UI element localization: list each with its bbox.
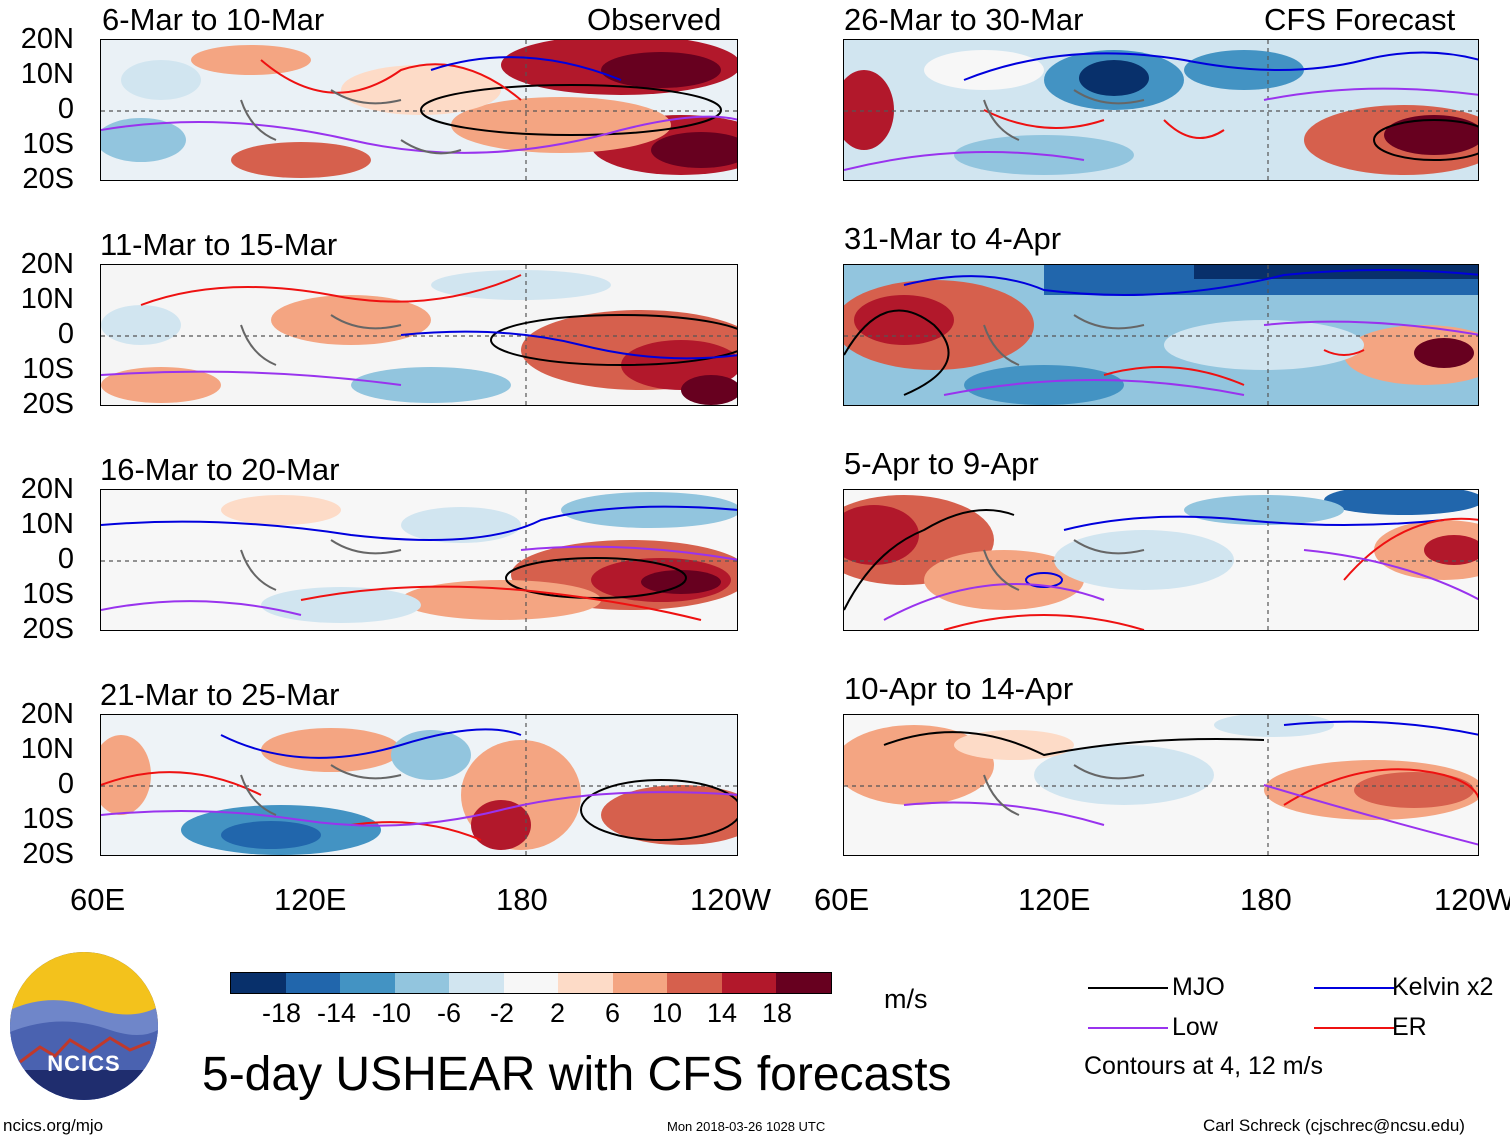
panel-title-7: 5-Apr to 9-Apr <box>844 446 1039 481</box>
lon-label-right-3: 180 <box>1240 882 1292 917</box>
map-panel-4 <box>100 714 738 856</box>
colorbar-swatch <box>449 973 504 993</box>
map-panel-5 <box>843 39 1479 181</box>
footer-url[interactable]: ncics.org/mjo <box>3 1116 104 1135</box>
colorbar-label: -14 <box>317 998 357 1028</box>
colorbar-swatch <box>285 973 341 993</box>
logo-text: NCICS <box>47 1051 121 1076</box>
lat-label: 0 <box>57 768 74 800</box>
lon-label-right-4: 120W <box>1434 882 1510 917</box>
lat-label: 0 <box>57 93 74 125</box>
lon-label-left-3: 180 <box>496 882 548 917</box>
colorbar-label: 6 <box>605 998 621 1028</box>
ncics-logo: NCICS <box>10 952 158 1100</box>
lat-label: 0 <box>57 543 74 575</box>
map-panel-1 <box>100 39 738 181</box>
colorbar-swatch <box>394 973 450 993</box>
colorbar-label: -2 <box>490 998 515 1028</box>
panel-title-6: 31-Mar to 4-Apr <box>844 221 1062 256</box>
main-title: 5-day USHEAR with CFS forecasts <box>202 1048 952 1101</box>
colorbar-swatch <box>503 973 559 993</box>
legend-line-er <box>1314 1027 1394 1029</box>
legend-line-kelvin <box>1314 987 1394 989</box>
lat-label: 10N <box>20 508 74 540</box>
lat-label: 20S <box>22 613 74 645</box>
lon-label-left-4: 120W <box>690 882 771 917</box>
lat-label: 0 <box>57 318 74 350</box>
colorbar-swatch <box>558 973 613 993</box>
observed-label: Observed <box>587 2 722 37</box>
lat-label: 10S <box>22 128 74 160</box>
legend-line-low <box>1088 1027 1168 1029</box>
lat-label: 20S <box>22 388 74 420</box>
colorbar-swatch <box>612 973 668 993</box>
colorbar-units: m/s <box>884 984 928 1014</box>
map-panel-2 <box>100 264 738 406</box>
lon-label-left-1: 60E <box>70 882 126 917</box>
footer-credit: Carl Schreck (cjschrec@ncsu.edu) <box>1203 1116 1465 1135</box>
colorbar <box>230 972 832 994</box>
forecast-label: CFS Forecast <box>1264 2 1456 37</box>
colorbar-swatch <box>231 973 286 993</box>
lat-label: 20N <box>20 698 74 730</box>
panel-title-2: 11-Mar to 15-Mar <box>100 227 338 262</box>
colorbar-label: -10 <box>372 998 412 1028</box>
colorbar-label: 2 <box>550 998 566 1028</box>
colorbar-swatch <box>721 973 777 993</box>
lon-label-right-2: 120E <box>1018 882 1091 917</box>
panel-title-4: 21-Mar to 25-Mar <box>100 677 340 712</box>
lat-label: 10S <box>22 803 74 835</box>
colorbar-swatch <box>340 973 395 993</box>
legend-label-low: Low <box>1172 1013 1218 1041</box>
colorbar-label: 14 <box>707 998 738 1028</box>
lat-label: 20N <box>20 473 74 505</box>
lat-label: 20S <box>22 838 74 870</box>
lat-label: 10S <box>22 578 74 610</box>
panel-title-5: 26-Mar to 30-Mar <box>844 2 1084 37</box>
lat-label: 10S <box>22 353 74 385</box>
colorbar-label: -18 <box>262 998 302 1028</box>
panel-title-8: 10-Apr to 14-Apr <box>844 671 1074 706</box>
legend-note: Contours at 4, 12 m/s <box>1084 1052 1324 1080</box>
colorbar-label: 10 <box>652 998 683 1028</box>
map-panel-6 <box>843 264 1479 406</box>
legend-line-mjo <box>1088 987 1168 989</box>
lat-label: 10N <box>20 58 74 90</box>
lat-label: 20N <box>20 23 74 55</box>
legend-label-er: ER <box>1392 1013 1427 1041</box>
map-panel-8 <box>843 714 1479 856</box>
map-panel-3 <box>100 489 738 631</box>
colorbar-label: 18 <box>762 998 793 1028</box>
lon-label-left-2: 120E <box>274 882 347 917</box>
lat-label: 10N <box>20 733 74 765</box>
map-panel-7 <box>843 489 1479 631</box>
legend-label-mjo: MJO <box>1172 973 1225 1001</box>
colorbar-swatch <box>667 973 722 993</box>
lat-label: 20S <box>22 163 74 195</box>
panel-title-1: 6-Mar to 10-Mar <box>102 2 325 37</box>
panel-title-3: 16-Mar to 20-Mar <box>100 452 340 487</box>
lat-label: 10N <box>20 283 74 315</box>
lon-label-right-1: 60E <box>814 882 870 917</box>
legend-label-kelvin: Kelvin x2 <box>1392 973 1494 1001</box>
lat-label: 20N <box>20 248 74 280</box>
colorbar-swatch <box>776 973 832 993</box>
colorbar-label: -6 <box>437 998 462 1028</box>
footer-timestamp: Mon 2018-03-26 1028 UTC <box>667 1119 826 1134</box>
